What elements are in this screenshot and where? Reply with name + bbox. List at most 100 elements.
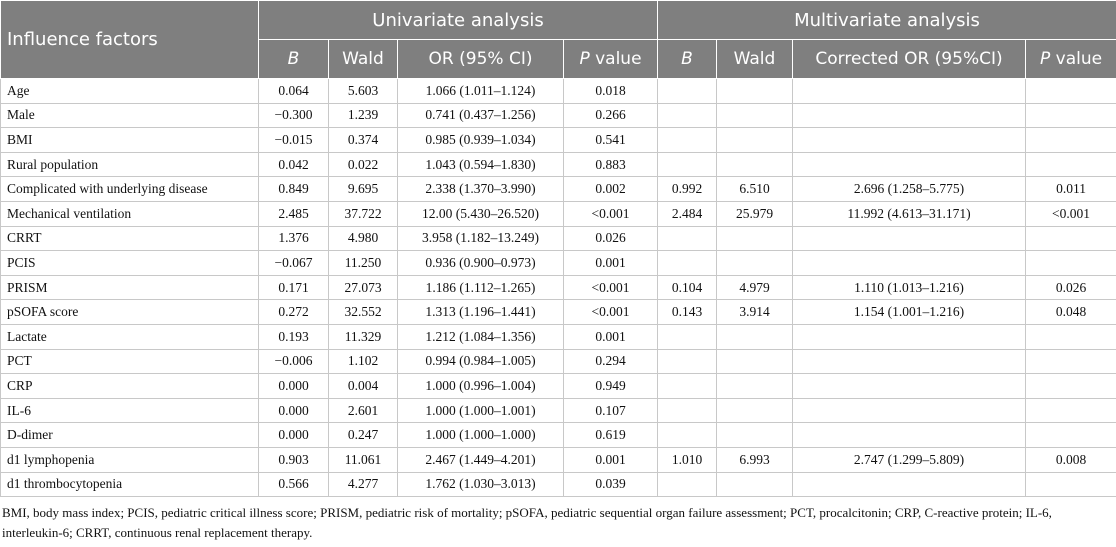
uni-cell: <0.001 <box>563 274 658 301</box>
factor-cell: BMI <box>0 127 259 153</box>
empty-cell <box>792 250 1026 276</box>
uni-cell: 1.000 (1.000–1.001) <box>397 397 564 424</box>
multi-cell: 1.010 <box>657 446 717 473</box>
uni-cell: 0.994 (0.984–1.005) <box>397 348 564 375</box>
multi-cell: 25.979 <box>716 200 793 227</box>
uni-cell: 2.601 <box>328 397 398 424</box>
uni-cell: 2.467 (1.449–4.201) <box>397 446 564 473</box>
empty-cell <box>1024 422 1116 448</box>
uni-cell: 0.000 <box>258 422 329 448</box>
table-row: CRRT 1.376 4.980 3.958 (1.182–13.249) 0.026 <box>0 225 1116 252</box>
multi-cell: 4.979 <box>716 274 793 301</box>
empty-cell <box>657 78 717 104</box>
column-header: B <box>657 39 717 79</box>
uni-cell: 2.338 (1.370–3.990) <box>397 176 564 202</box>
column-header: Corrected OR (95%CI) <box>792 39 1026 79</box>
uni-cell: 12.00 (5.430–26.520) <box>397 200 564 227</box>
uni-cell: 1.043 (0.594–1.830) <box>397 151 564 178</box>
empty-cell <box>792 127 1026 153</box>
table-row: Complicated with underlying disease 0.849… <box>0 176 1116 202</box>
multi-cell: 11.992 (4.613–31.171) <box>792 200 1026 227</box>
uni-cell: 0.001 <box>563 446 658 473</box>
uni-cell: 1.212 (1.084–1.356) <box>397 323 564 350</box>
uni-cell: −0.006 <box>258 348 329 375</box>
uni-cell: 0.026 <box>563 225 658 252</box>
uni-cell: 0.001 <box>563 250 658 276</box>
column-header: P value <box>1024 39 1116 79</box>
empty-cell <box>716 127 793 153</box>
uni-cell: 11.061 <box>328 446 398 473</box>
uni-cell: 0.541 <box>563 127 658 153</box>
multi-cell: 2.747 (1.299–5.809) <box>792 446 1026 473</box>
multi-cell: 0.143 <box>657 299 717 325</box>
results-table: Influence factors Univariate analysis Mu… <box>0 0 1116 498</box>
multi-cell: 6.510 <box>716 176 793 202</box>
empty-cell <box>792 225 1026 252</box>
empty-cell <box>1024 78 1116 104</box>
table-row: PCT −0.006 1.102 0.994 (0.984–1.005) 0.294 <box>0 348 1116 375</box>
uni-cell: 37.722 <box>328 200 398 227</box>
multi-cell: 3.914 <box>716 299 793 325</box>
uni-cell: 1.186 (1.112–1.265) <box>397 274 564 301</box>
uni-cell: −0.300 <box>258 102 329 129</box>
empty-cell <box>1024 397 1116 424</box>
multi-cell: 1.110 (1.013–1.216) <box>792 274 1026 301</box>
uni-cell: 2.485 <box>258 200 329 227</box>
uni-cell: 27.073 <box>328 274 398 301</box>
uni-cell: 1.066 (1.011–1.124) <box>397 78 564 104</box>
multi-cell: 1.154 (1.001–1.216) <box>792 299 1026 325</box>
table-row: Mechanical ventilation 2.485 37.722 12.00 (… <box>0 200 1116 227</box>
multi-cell: 0.992 <box>657 176 717 202</box>
empty-cell <box>792 422 1026 448</box>
uni-cell: 0.000 <box>258 397 329 424</box>
factor-cell: Rural population <box>0 151 259 178</box>
uni-cell: 1.376 <box>258 225 329 252</box>
empty-cell <box>792 348 1026 375</box>
uni-cell: 0.374 <box>328 127 398 153</box>
empty-cell <box>657 151 717 178</box>
uni-cell: 0.849 <box>258 176 329 202</box>
empty-cell <box>716 471 793 498</box>
empty-cell <box>657 373 717 399</box>
table-row: pSOFA score 0.272 32.552 1.313 (1.196–1.441… <box>0 299 1116 325</box>
uni-cell: 0.247 <box>328 422 398 448</box>
empty-cell <box>1024 102 1116 129</box>
multi-cell: 0.048 <box>1024 299 1116 325</box>
table-row: Rural population 0.042 0.022 1.043 (0.594–1… <box>0 151 1116 178</box>
uni-cell: 0.272 <box>258 299 329 325</box>
uni-cell: 1.762 (1.030–3.013) <box>397 471 564 498</box>
uni-cell: 4.980 <box>328 225 398 252</box>
table-row: IL-6 0.000 2.601 1.000 (1.000–1.001) 0.107 <box>0 397 1116 424</box>
factor-cell: d1 thrombocytopenia <box>0 471 259 498</box>
empty-cell <box>1024 250 1116 276</box>
factor-cell: IL-6 <box>0 397 259 424</box>
uni-cell: 0.022 <box>328 151 398 178</box>
empty-cell <box>1024 151 1116 178</box>
empty-cell <box>1024 373 1116 399</box>
uni-cell: 3.958 (1.182–13.249) <box>397 225 564 252</box>
factor-cell: d1 lymphopenia <box>0 446 259 473</box>
uni-cell: 11.250 <box>328 250 398 276</box>
multi-cell: <0.001 <box>1024 200 1116 227</box>
empty-cell <box>792 471 1026 498</box>
empty-cell <box>657 225 717 252</box>
column-header: B <box>258 39 329 79</box>
uni-cell: 0.903 <box>258 446 329 473</box>
uni-cell: 0.936 (0.900–0.973) <box>397 250 564 276</box>
table-row: PRISM 0.171 27.073 1.186 (1.112–1.265) <0.00… <box>0 274 1116 301</box>
empty-cell <box>657 127 717 153</box>
uni-cell: 0.042 <box>258 151 329 178</box>
uni-cell: 1.000 (0.996–1.004) <box>397 373 564 399</box>
header-cell: Univariate analysis <box>258 0 658 40</box>
table-row: Male −0.300 1.239 0.741 (0.437–1.256) 0.266 <box>0 102 1116 129</box>
empty-cell <box>657 323 717 350</box>
uni-cell: 1.239 <box>328 102 398 129</box>
empty-cell <box>1024 471 1116 498</box>
empty-cell <box>657 250 717 276</box>
factor-cell: PRISM <box>0 274 259 301</box>
empty-cell <box>657 397 717 424</box>
column-header: P value <box>563 39 658 79</box>
uni-cell: 0.619 <box>563 422 658 448</box>
uni-cell: 0.018 <box>563 78 658 104</box>
footnote: BMI, body mass index; PCIS, pediatric cr… <box>2 505 1052 541</box>
